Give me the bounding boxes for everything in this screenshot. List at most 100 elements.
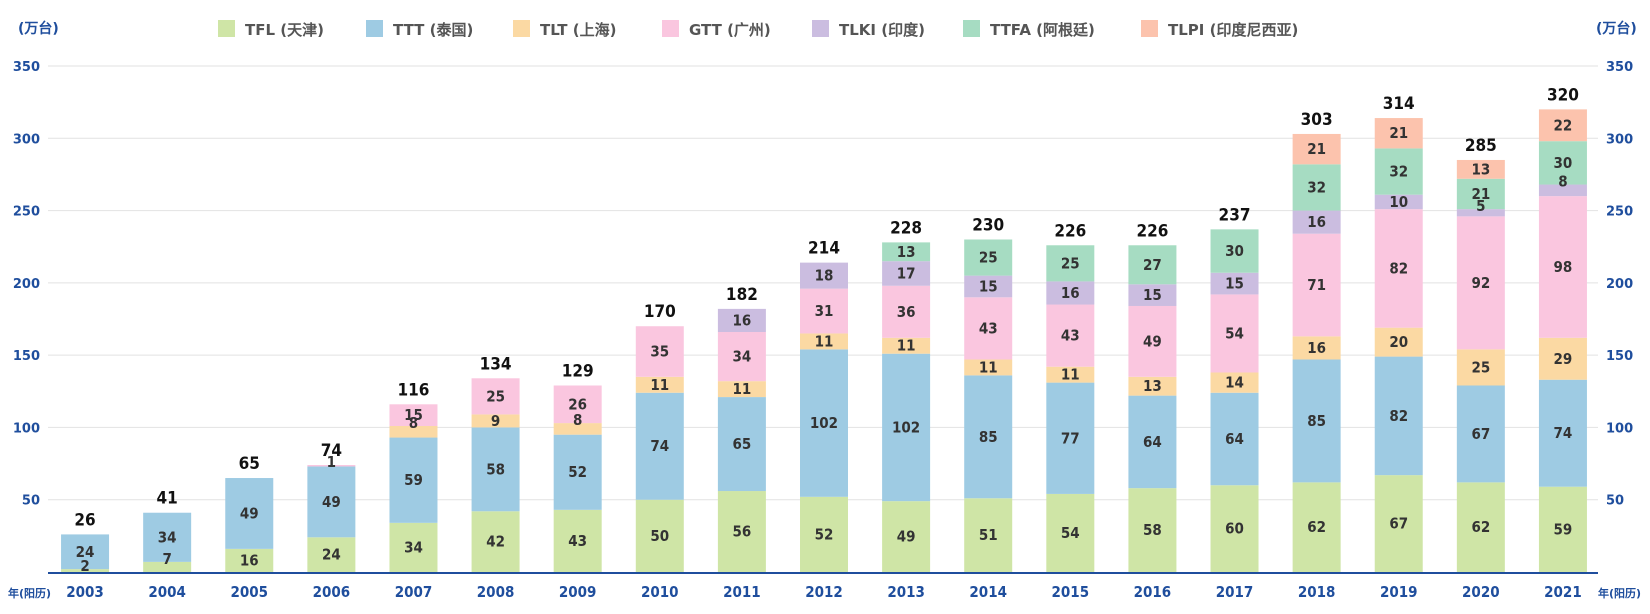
bar-segment [225,478,274,549]
bar-segment [1456,385,1505,483]
total-value-label: 170 [644,302,676,322]
segment-value-label: 64 [1225,430,1244,448]
bar-segment [307,465,356,467]
total-value-label: 314 [1383,94,1415,114]
bar-segment [717,308,766,333]
legend: TFL (天津) TTT (泰国) TLT (上海) GTT (广州) TLKI (印度… [218,20,1298,39]
bar-segment [1046,382,1095,494]
total-value-label: 26 [74,510,95,530]
segment-value-label: 20 [1389,333,1408,351]
y-tick-label-right: 200 [1606,277,1633,292]
y-tick-label-left: 250 [13,205,40,220]
bar-segment [1128,305,1177,377]
bars [61,109,1587,572]
segment-value-label: 32 [1389,163,1408,181]
bar-segment [1374,148,1423,195]
segment-value-label: 18 [815,267,834,285]
segment-value-label: 56 [733,523,752,541]
bar-segment [717,491,766,572]
segment-value-label: 34 [158,528,177,546]
segment-value-label: 59 [1554,520,1573,538]
bar-segment [61,569,110,572]
bar-segment [143,561,192,572]
x-tick-label: 2011 [723,583,761,601]
bar-segment [1292,210,1341,234]
segment-value-label: 5 [1476,197,1485,215]
x-axis-unit-right: 年(阳历) [1598,586,1641,600]
segment-value-label: 10 [1389,193,1408,211]
bar-segment [635,376,684,393]
bar-segment [1210,229,1259,273]
bar-segment [800,333,848,350]
segment-value-label: 16 [1307,339,1326,357]
legend-label: TFL (天津) [245,21,324,39]
segment-value-label: 16 [240,551,259,569]
x-tick-label: 2004 [148,583,186,601]
x-tick-label: 2012 [805,583,843,601]
bar-segment [389,404,438,426]
segment-value-label: 25 [1471,358,1490,376]
bar-segment [1538,141,1587,185]
bar-segment [1374,475,1423,572]
y-tick-label-left: 50 [22,494,40,509]
bar-segment [553,434,602,510]
segment-value-label: 67 [1471,425,1490,443]
segment-value-label: 43 [568,532,587,550]
segment-value-label: 9 [491,412,500,430]
legend-swatch [366,20,383,37]
bar-segment [1538,109,1587,142]
segment-value-label: 13 [897,243,916,261]
segment-value-label: 58 [486,460,505,478]
bar-segment [389,437,438,523]
segment-value-label: 92 [1471,274,1490,292]
segment-value-label: 11 [1061,366,1080,384]
bar-segment [635,326,684,377]
total-value-label: 116 [398,380,430,400]
x-tick-label: 2019 [1380,583,1418,601]
segment-value-label: 26 [568,395,587,413]
segment-value-label: 21 [1307,140,1326,158]
bar-segment [471,427,520,512]
x-tick-label: 2003 [66,583,104,601]
segment-value-label: 11 [815,332,834,350]
total-value-label: 74 [321,441,342,461]
bar-segment [800,496,848,572]
bar-segment [471,511,520,572]
bar-segment [1046,245,1095,282]
bar-segment [1374,356,1423,476]
bar-segment [553,385,602,424]
segment-value-label: 64 [1143,433,1162,451]
segment-value-label: 27 [1143,256,1162,274]
segment-value-label: 77 [1061,429,1080,447]
segment-value-label: 65 [733,435,752,453]
legend-swatch [513,20,530,37]
segment-value-label: 24 [322,546,341,564]
bar-segment [225,548,274,572]
y-tick-label-right: 250 [1606,205,1633,220]
segment-value-label: 36 [897,303,916,321]
segment-value-label: 34 [404,538,423,556]
bar-segment [1292,359,1341,483]
segment-value-label: 50 [650,527,669,545]
bar-segment [1292,336,1341,360]
segment-value-label: 21 [1389,124,1408,142]
segment-value-label: 15 [1225,275,1244,293]
y-axis-unit-left: (万台) [18,20,59,37]
legend-swatch [218,20,235,37]
total-value-label: 303 [1301,110,1333,130]
bar-segment [717,397,766,492]
total-value-label: 226 [1054,221,1086,241]
y-tick-label-left: 350 [13,60,40,75]
bar-segment [1046,304,1095,367]
bar-segment [882,261,931,286]
bar-segment [307,466,356,538]
bar-segment [717,381,766,398]
legend-label: TLT (上海) [540,21,616,39]
bar-segment [800,262,848,289]
y-tick-label-left: 100 [13,421,40,436]
legend-swatch [662,20,679,37]
segment-value-label: 11 [733,380,752,398]
segment-value-label: 34 [733,348,752,366]
bar-segment [1538,196,1587,338]
bar-segment [717,332,766,382]
